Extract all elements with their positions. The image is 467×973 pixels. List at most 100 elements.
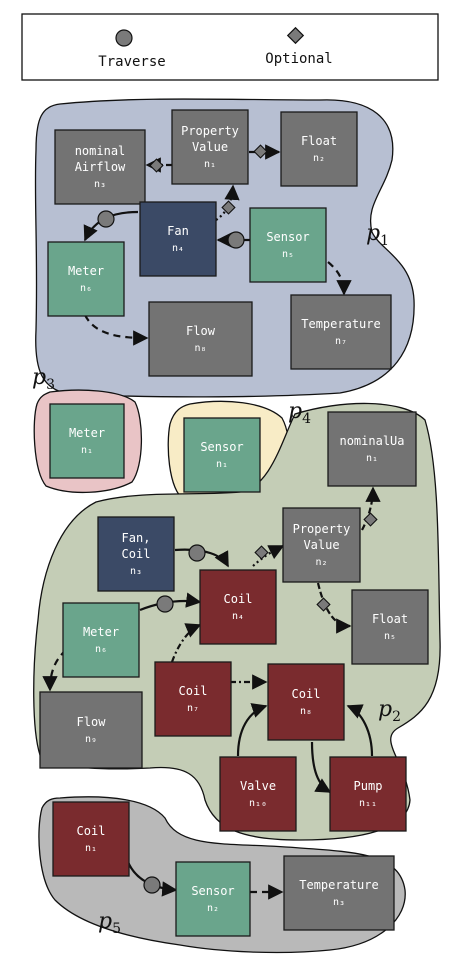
node-label: Coil — [122, 547, 151, 561]
node-label: Flow — [77, 715, 107, 729]
node-box — [219, 756, 297, 832]
node-label: Property — [181, 124, 239, 138]
node-id: n₄ — [172, 243, 184, 254]
node-label: nominal — [75, 144, 126, 158]
node-p1-n1: Property Value n₁ — [171, 109, 249, 185]
node-p1-n8: Flow n₈ — [148, 301, 253, 377]
node-box — [329, 756, 407, 832]
edge-p2-n4-to-n2 — [252, 545, 285, 567]
label-p5: p5 — [98, 909, 121, 937]
node-box — [52, 801, 130, 877]
node-p2-n4: Coil n₄ — [199, 569, 277, 645]
node-id: n₈ — [300, 706, 312, 717]
node-label: Coil — [224, 592, 253, 606]
node-id: n₁₁ — [359, 798, 377, 809]
edges-p2 — [42, 486, 381, 793]
node-label: Meter — [69, 426, 105, 440]
node-label: Airflow — [75, 160, 126, 174]
node-label: Float — [301, 134, 337, 148]
node-label: Value — [303, 538, 339, 552]
node-box — [183, 417, 261, 493]
node-label: Pump — [354, 779, 383, 793]
node-p4-n1: Sensor n₁ — [183, 417, 261, 493]
traverse-marker-p5-n1 — [143, 876, 161, 894]
legend-optional-label: Optional — [265, 51, 332, 67]
node-box — [97, 516, 175, 592]
node-label: Float — [372, 612, 408, 626]
traverse-marker-p1-n5 — [227, 231, 245, 249]
node-id: n₁ — [81, 445, 93, 456]
node-box — [249, 207, 327, 283]
node-box — [351, 589, 429, 665]
edge-p2-n2-to-n1 — [361, 486, 381, 531]
traverse-icon — [115, 29, 133, 47]
edge-p2-n3-to-n4 — [174, 548, 229, 568]
node-p1-n4: Fan n₄ — [139, 201, 217, 277]
edge-p2-n7-to-n4 — [170, 623, 202, 663]
node-box — [171, 109, 249, 185]
nodes: PropertyValuen₁Floatn₂nominalAirflown₃Fa… — [39, 109, 429, 937]
node-label: Property — [293, 522, 351, 536]
node-p1-n7: Temperature n₇ — [290, 294, 392, 370]
node-label: Value — [192, 140, 228, 154]
node-id: n₈ — [194, 343, 206, 354]
node-p5-n1: Coil n₁ — [52, 801, 130, 877]
edge-p2-n11-to-n8 — [346, 704, 374, 757]
node-box — [282, 507, 361, 583]
node-box — [62, 602, 140, 678]
label-p4: p4 — [288, 399, 311, 427]
node-box — [327, 411, 417, 487]
node-label: Valve — [240, 779, 276, 793]
node-p2-n10: Valve n₁₀ — [219, 756, 297, 832]
edge-p2-n8-to-n11 — [310, 741, 332, 793]
node-box — [39, 691, 143, 769]
node-id: n₁ — [216, 459, 228, 470]
node-id: n₂ — [207, 903, 219, 914]
node-label: Fan, — [122, 531, 151, 545]
edge-p1-n5-to-n7 — [327, 261, 352, 296]
node-label: Coil — [77, 824, 106, 838]
node-p2-n2: Property Value n₂ — [282, 507, 361, 583]
node-box — [148, 301, 253, 377]
edge-p2-n10-to-n8 — [236, 703, 268, 757]
node-label: Coil — [179, 684, 208, 698]
node-id: n₃ — [130, 566, 142, 577]
node-p2-n9: Flow n₉ — [39, 691, 143, 769]
node-id: n₁ — [85, 843, 97, 854]
node-p3-n1: Meter n₁ — [49, 403, 125, 479]
node-label: Sensor — [200, 440, 243, 454]
node-id: n₁₀ — [249, 798, 267, 809]
node-id: n₆ — [95, 644, 107, 655]
edge-p1-n6-to-n8 — [84, 314, 149, 346]
optional-marker-p2-n5 — [316, 597, 331, 612]
node-box — [139, 201, 217, 277]
optional-icon — [286, 26, 305, 45]
node-p1-n2: Float n₂ — [280, 111, 358, 187]
label-p1: p1 — [366, 221, 389, 249]
node-box — [154, 661, 232, 737]
node-label: Meter — [68, 264, 104, 278]
node-id: n₃ — [333, 897, 345, 908]
node-p2-n5: Float n₅ — [351, 589, 429, 665]
node-p2-n6: Meter n₆ — [62, 602, 140, 678]
edge-p1-n4-to-n1 — [215, 184, 240, 221]
node-p2-n1: nominalUa n₁ — [327, 411, 417, 487]
legend-traverse-label: Traverse — [98, 54, 165, 70]
legend: Traverse Optional — [21, 13, 439, 81]
label-p2: p2 — [378, 697, 401, 725]
node-id: n₆ — [80, 283, 92, 294]
node-box — [199, 569, 277, 645]
traverse-marker-p2-n3 — [188, 544, 206, 562]
node-label: Coil — [292, 687, 321, 701]
node-box — [54, 129, 146, 205]
node-id: n₄ — [232, 611, 244, 622]
node-p2-n3: Fan, Coil n₃ — [97, 516, 175, 592]
node-p5-n2: Sensor n₂ — [175, 861, 251, 937]
edge-p2-n2-to-n5 — [316, 582, 352, 634]
node-id: n₁ — [366, 453, 378, 464]
node-id: n₃ — [94, 179, 106, 190]
node-id: n₉ — [85, 734, 97, 745]
node-label: Fan — [167, 224, 189, 238]
markers-p1 — [97, 144, 268, 249]
optional-marker-p2-n4 — [254, 545, 269, 560]
